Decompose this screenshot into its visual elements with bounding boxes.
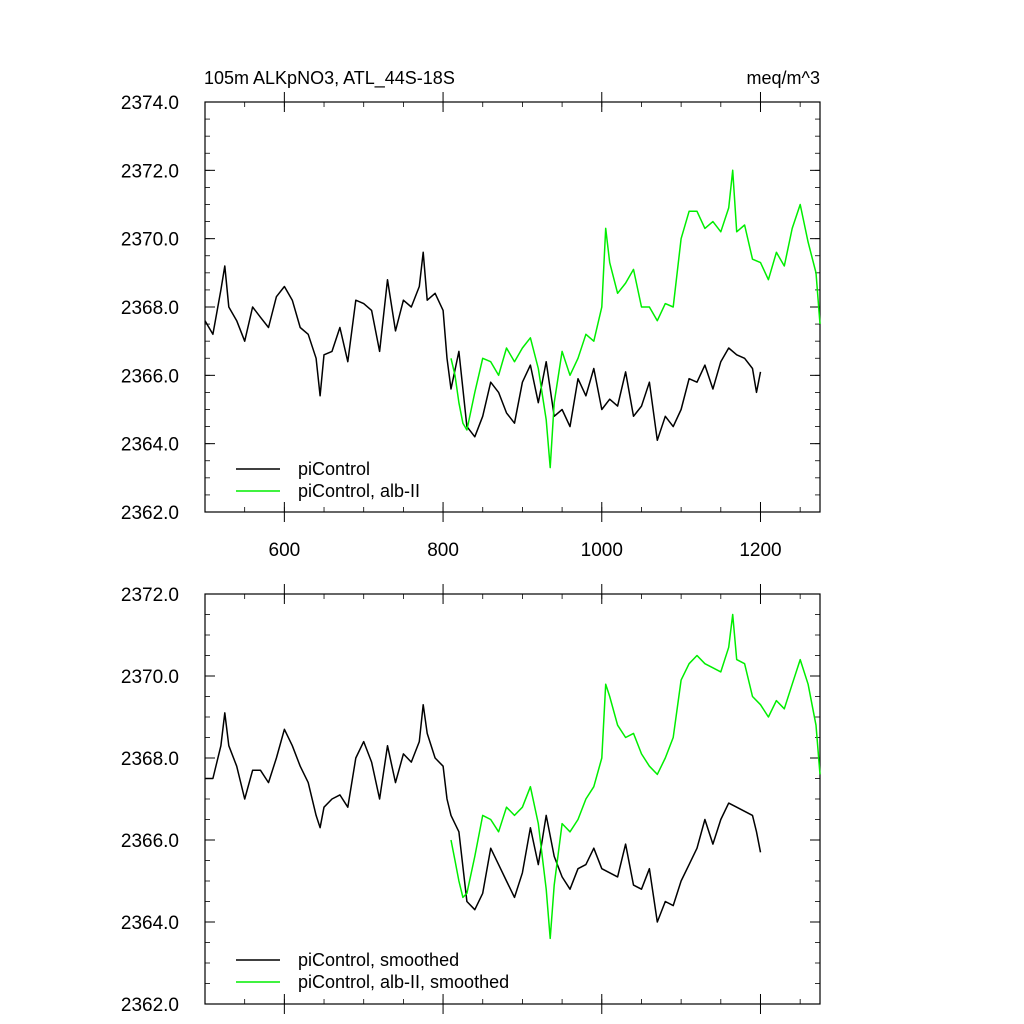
y-tick-label: 2372.0: [121, 161, 179, 182]
x-tick-label: 600: [269, 540, 301, 561]
top-plot-frame: [204, 101, 821, 513]
bottom-legend: piControl, smoothed piControl, alb-II, s…: [236, 950, 509, 992]
bottom-series: [205, 613, 821, 940]
x-tick-label: 1200: [739, 540, 781, 561]
legend-label-picontrol-smoothed: piControl, smoothed: [298, 950, 459, 970]
chart-title: 105m ALKpNO3, ATL_44S-18S: [204, 68, 455, 89]
y-tick-label: 2372.0: [121, 585, 179, 606]
legend-label-picontrol-alb-ii-smoothed: piControl, alb-II, smoothed: [298, 972, 509, 992]
y-tick-label: 2374.0: [121, 93, 179, 114]
y-tick-label: 2364.0: [121, 435, 179, 456]
y-tick-label: 2366.0: [121, 831, 179, 852]
y-tick-label: 2362.0: [121, 995, 179, 1016]
bottom-panel: 2362.0 2364.0 2366.0 2368.0 2370.0 2372.0 piC…: [121, 584, 821, 1016]
y-tick-label: 2370.0: [121, 230, 179, 251]
x-tick-label: 800: [427, 540, 459, 561]
y-tick-label: 2370.0: [121, 667, 179, 688]
series-line-picontrol-smoothed: [205, 703, 762, 923]
legend-label-picontrol: piControl: [298, 459, 370, 479]
series-line-picontrol: [204, 251, 762, 442]
legend-label-picontrol-alb-ii: piControl, alb-II: [298, 481, 420, 501]
top-series: [204, 169, 821, 469]
y-tick-label: 2364.0: [121, 913, 179, 934]
y-tick-label: 2366.0: [121, 366, 179, 387]
top-legend: piControl piControl, alb-II: [236, 459, 420, 501]
y-tick-label: 2362.0: [121, 503, 179, 524]
series-line-picontrol-alb-ii-smoothed: [450, 613, 821, 940]
top-tick-labels: 2362.0 2364.0 2366.0 2368.0 2370.0 2372.0 2374…: [121, 93, 782, 561]
bottom-tick-labels: 2362.0 2364.0 2366.0 2368.0 2370.0 2372.0: [121, 585, 179, 1016]
x-tick-label: 1000: [581, 540, 623, 561]
y-tick-label: 2368.0: [121, 298, 179, 319]
bottom-plot-frame: [204, 593, 821, 1005]
top-panel: 2362.0 2364.0 2366.0 2368.0 2370.0 2372.0 2374…: [121, 92, 821, 561]
series-line-picontrol-alb-ii: [450, 169, 821, 469]
y-tick-label: 2368.0: [121, 749, 179, 770]
top-ticks: [204, 92, 820, 522]
units-label: meq/m^3: [747, 68, 820, 88]
